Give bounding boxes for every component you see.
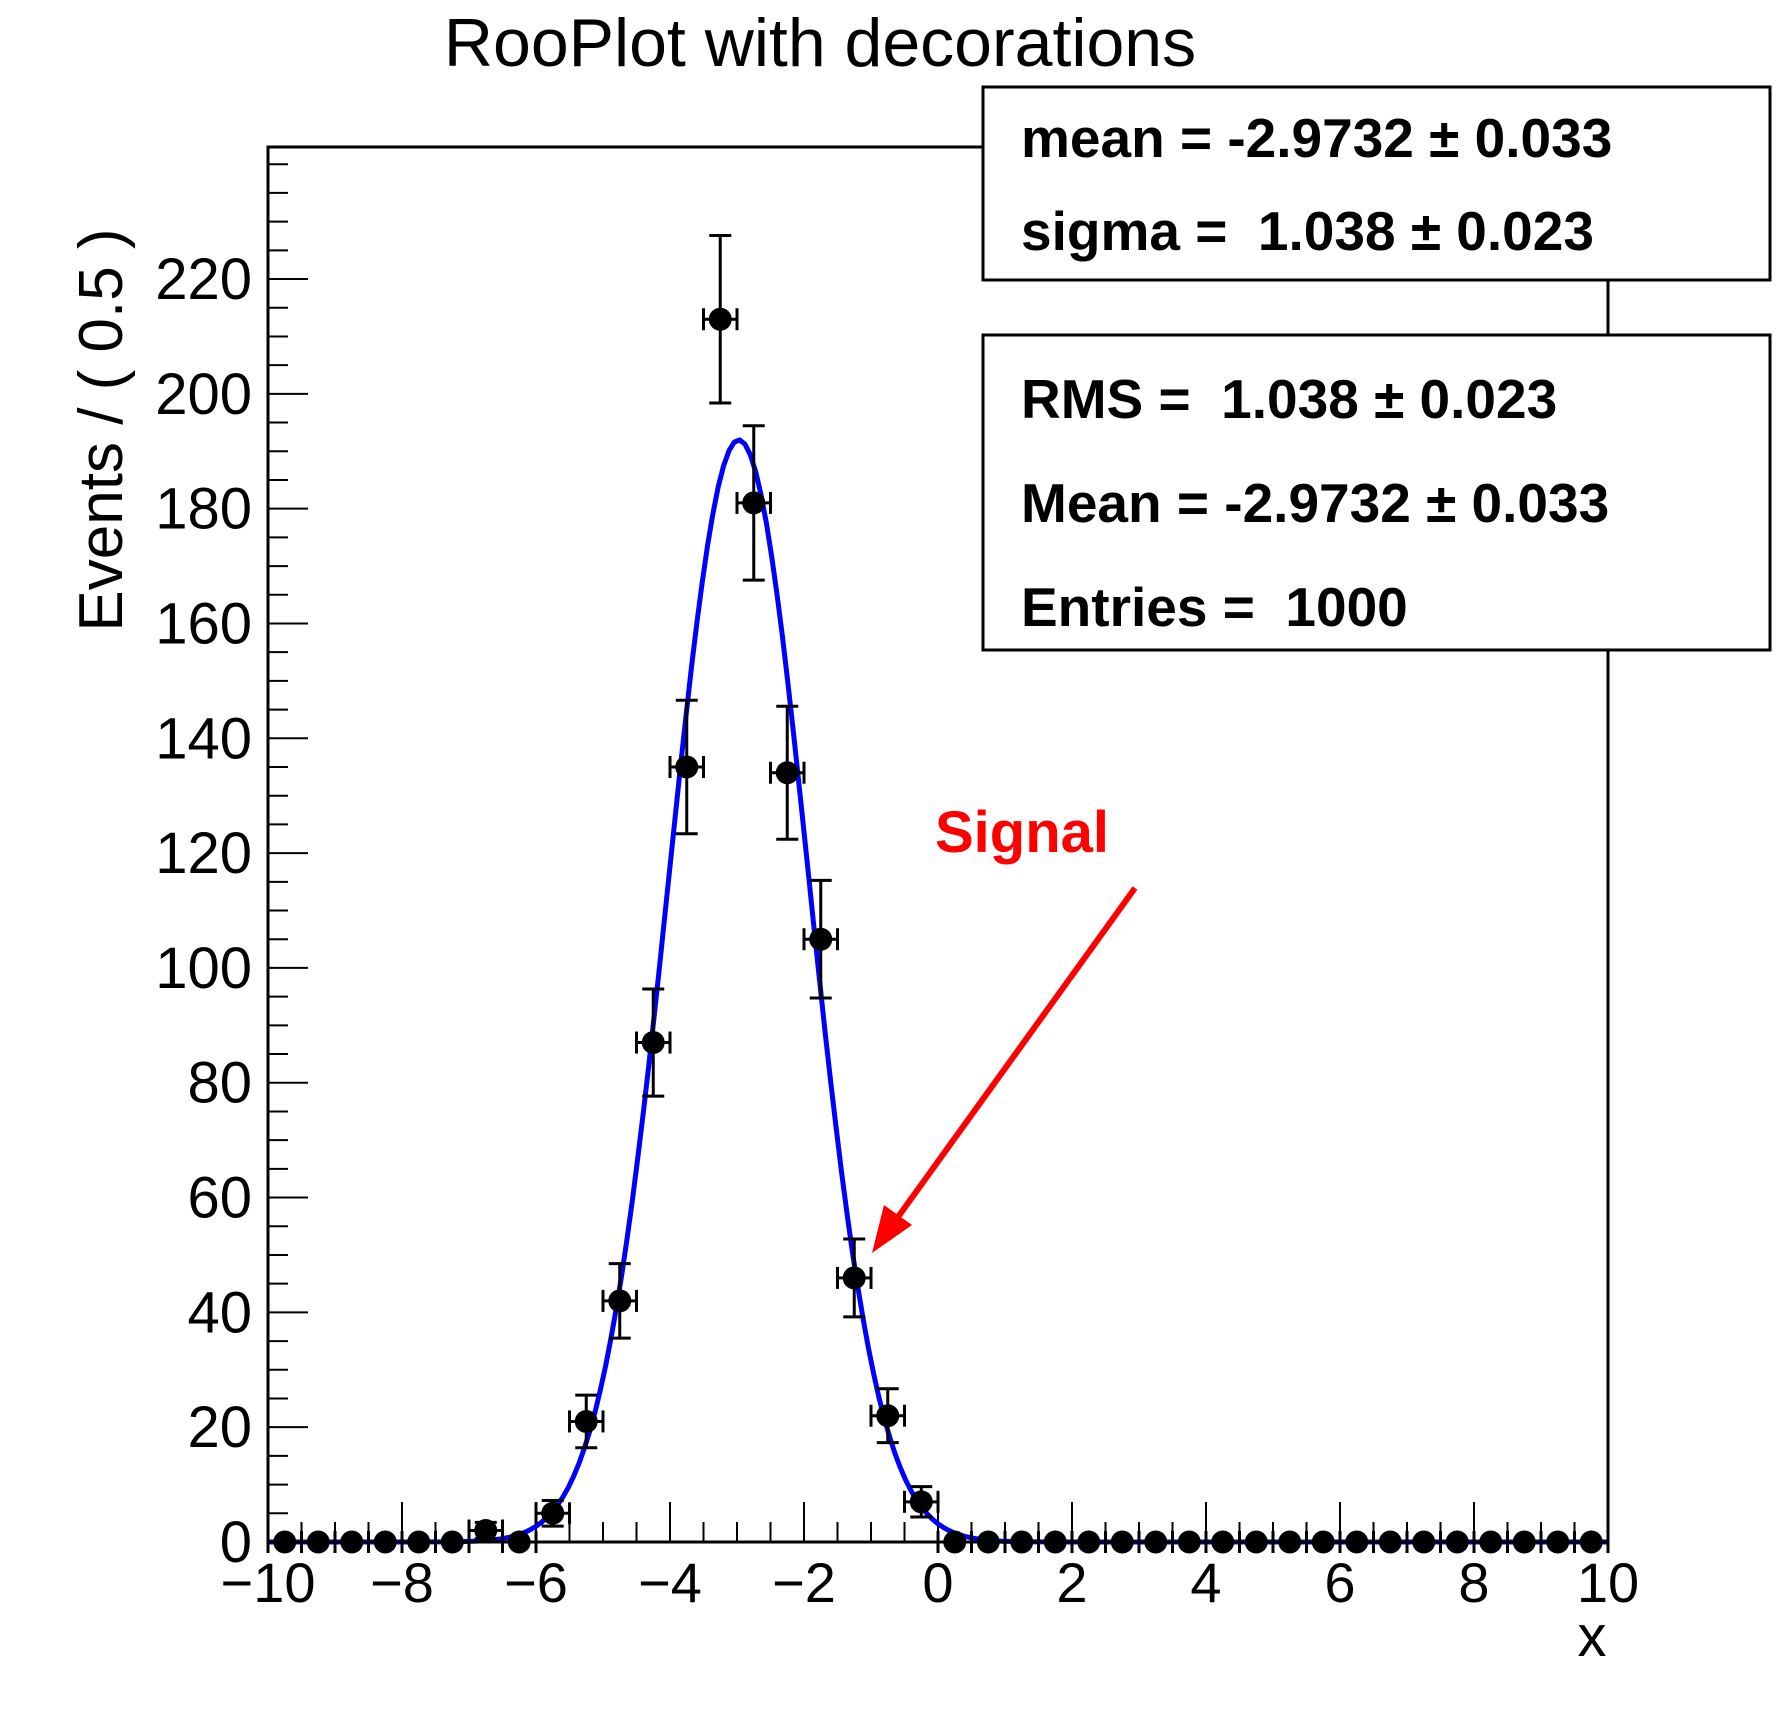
param-box-line-mean: mean = -2.9732 ± 0.033 <box>1021 107 1612 169</box>
data-point <box>474 1519 498 1543</box>
param-box-line-sigma: sigma = 1.038 ± 0.023 <box>1021 200 1594 262</box>
y-tick-label: 140 <box>155 706 252 771</box>
data-point <box>641 1031 665 1055</box>
stat-box-line-entries: Entries = 1000 <box>1021 576 1408 638</box>
data-point <box>708 307 732 331</box>
data-point <box>574 1409 598 1433</box>
param-box-frame <box>981 85 1772 282</box>
axis-tick-labels: −10 −8 −6 −4 −2 0 2 4 6 8 100204060801001201401601… <box>155 247 1639 1614</box>
x-tick-label: −6 <box>504 1551 568 1614</box>
y-axis-title: Events / ( 0.5 ) <box>67 228 136 631</box>
y-tick-label: 80 <box>187 1051 252 1116</box>
data-point <box>809 927 833 951</box>
signal-annotation: Signal <box>872 800 1138 1253</box>
data-point <box>541 1501 565 1525</box>
data-point <box>742 491 766 515</box>
plot-frame <box>266 145 1610 1544</box>
y-tick-label: 40 <box>187 1280 252 1345</box>
x-tick-label: 0 <box>922 1551 953 1614</box>
data-point <box>775 761 799 785</box>
stat-box-frame <box>981 333 1772 652</box>
data-point <box>876 1404 900 1428</box>
signal-arrow-head-icon <box>872 1205 912 1253</box>
x-tick-label: 8 <box>1458 1551 1489 1614</box>
signal-arrow-line <box>895 886 1138 1219</box>
chart-title: RooPlot with decorations <box>444 5 1196 81</box>
y-tick-label: 220 <box>155 247 252 312</box>
y-tick-label: 0 <box>220 1510 252 1575</box>
data-point <box>675 755 699 779</box>
x-tick-label: −4 <box>638 1551 702 1614</box>
y-tick-label: 100 <box>155 936 252 1001</box>
y-tick-label: 60 <box>187 1166 252 1231</box>
y-tick-label: 200 <box>155 362 252 427</box>
stat-box: RMS = 1.038 ± 0.023 Mean = -2.9732 ± 0.0… <box>981 333 1772 652</box>
param-box: mean = -2.9732 ± 0.033 sigma = 1.038 ± 0… <box>981 85 1772 282</box>
data-point <box>909 1490 933 1514</box>
stat-box-line-mean: Mean = -2.9732 ± 0.033 <box>1021 472 1609 534</box>
x-tick-label: −10 <box>221 1551 316 1614</box>
x-tick-label: 6 <box>1324 1551 1355 1614</box>
stat-box-line-rms: RMS = 1.038 ± 0.023 <box>1021 368 1557 430</box>
x-tick-label: −2 <box>772 1551 836 1614</box>
y-tick-label: 20 <box>187 1395 252 1460</box>
y-tick-label: 120 <box>155 821 252 886</box>
x-axis-title: x <box>1578 1604 1607 1669</box>
x-tick-label: 4 <box>1190 1551 1221 1614</box>
y-tick-label: 160 <box>155 591 252 656</box>
x-tick-label: 10 <box>1577 1551 1639 1614</box>
data-point <box>608 1289 632 1313</box>
x-tick-label: −8 <box>370 1551 434 1614</box>
signal-label: Signal <box>935 800 1109 865</box>
data-point <box>842 1266 866 1290</box>
y-tick-label: 180 <box>155 477 252 542</box>
x-tick-label: 2 <box>1056 1551 1087 1614</box>
